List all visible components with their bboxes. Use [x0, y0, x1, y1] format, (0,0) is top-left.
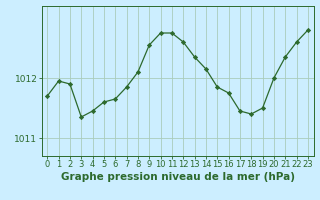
X-axis label: Graphe pression niveau de la mer (hPa): Graphe pression niveau de la mer (hPa)	[60, 172, 295, 182]
